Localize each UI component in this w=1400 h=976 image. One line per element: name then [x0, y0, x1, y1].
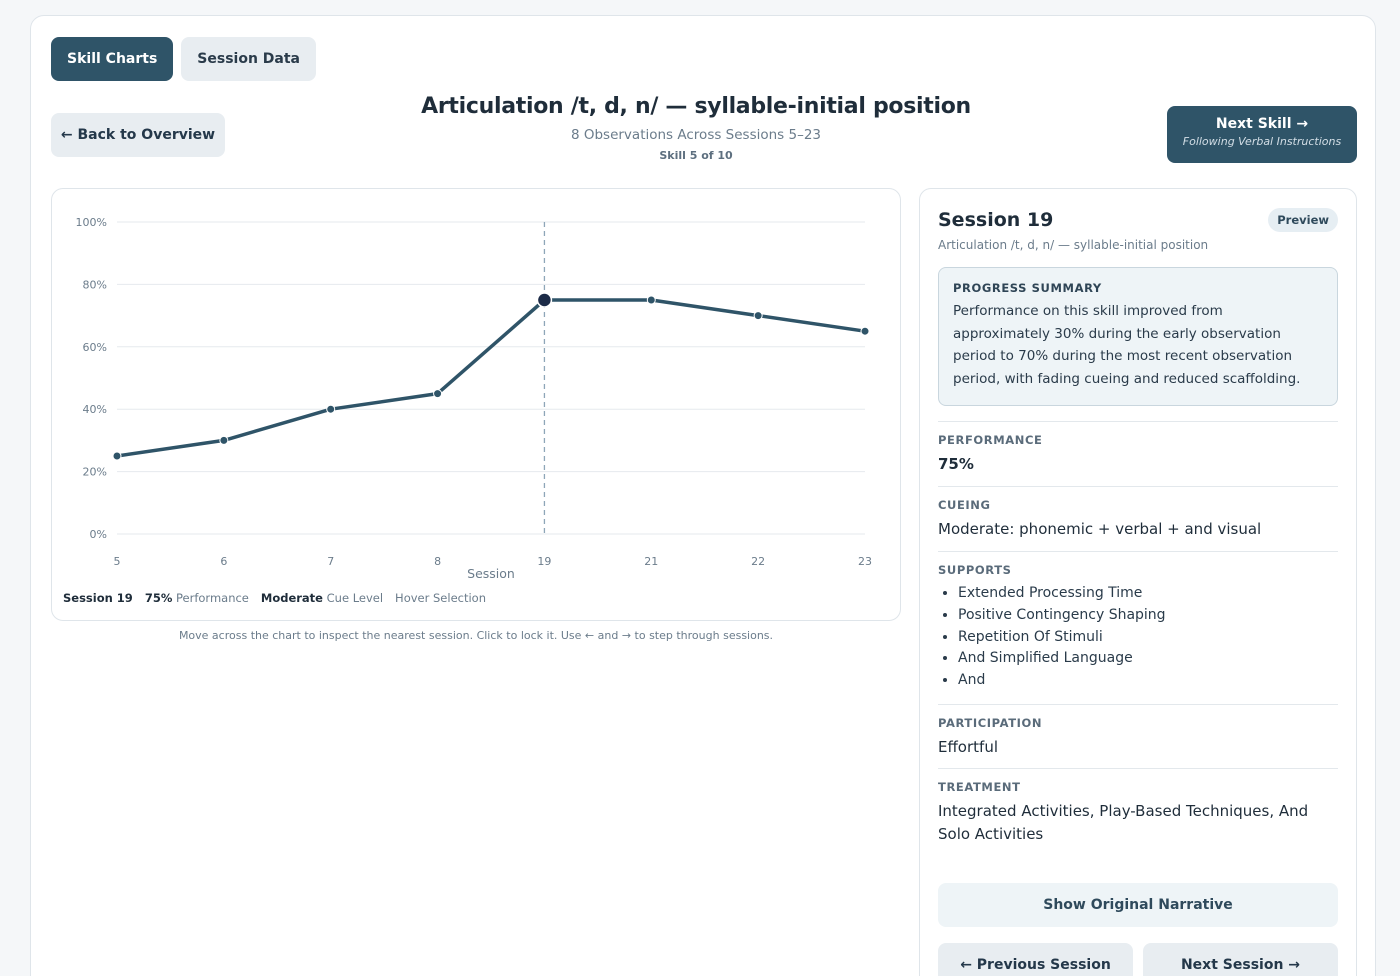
summary-text: Performance on this skill improved from …	[953, 303, 1301, 387]
y-tick-label: 40%	[83, 403, 107, 416]
participation-label: PARTICIPATION	[938, 716, 1043, 730]
data-point	[326, 404, 336, 414]
list-item: And Simplified Language	[958, 648, 1338, 670]
previous-session-button[interactable]: ← Previous Session	[938, 943, 1133, 976]
page-container: Skill Charts Session Data ← Back to Over…	[30, 15, 1376, 976]
legend-session: Session 19	[63, 591, 133, 605]
x-tick-label: 21	[644, 555, 658, 568]
y-tick-label: 0%	[90, 528, 107, 541]
y-tick-label: 100%	[76, 216, 107, 229]
list-item: And	[958, 670, 1338, 692]
page-title: Articulation /t, d, n/ — syllable-initia…	[421, 94, 971, 119]
next-skill-button[interactable]: Next Skill → Following Verbal Instructio…	[1167, 106, 1357, 163]
page-subtitle: 8 Observations Across Sessions 5–23	[570, 127, 822, 143]
supports-list: Extended Processing Time Positive Contin…	[938, 583, 1338, 692]
chart-hint: Move across the chart to inspect the nea…	[178, 629, 774, 642]
treatment-field: TREATMENT Integrated Activities, Play-Ba…	[938, 768, 1338, 846]
next-skill-name: Following Verbal Instructions	[1182, 135, 1342, 148]
participation-value: Effortful	[938, 738, 998, 756]
preview-badge: Preview	[1268, 208, 1338, 232]
performance-value: 75%	[938, 455, 974, 473]
skill-header: Articulation /t, d, n/ — syllable-initia…	[331, 94, 1061, 162]
list-item: Extended Processing Time	[958, 583, 1338, 605]
tab-skill-charts[interactable]: Skill Charts	[51, 37, 174, 81]
data-point	[753, 311, 763, 321]
x-tick-label: 7	[327, 555, 334, 568]
x-axis-label: Session	[467, 566, 515, 581]
x-tick-label: 6	[220, 555, 227, 568]
y-tick-label: 80%	[83, 278, 107, 291]
cueing-label: CUEING	[938, 498, 991, 512]
chart-legend: Session 19 75% Performance Moderate Cue …	[63, 591, 486, 605]
tab-session-data[interactable]: Session Data	[181, 37, 317, 81]
performance-line-chart[interactable]: 0% 20% 40% 60% 80% 100% 5 6 7 8 19 21 22 23 Session	[52, 189, 902, 589]
next-skill-label: Next Skill →	[1215, 116, 1309, 132]
performance-field: PERFORMANCE 75%	[938, 421, 1338, 476]
supports-label: SUPPORTS	[938, 563, 1012, 577]
data-point	[219, 435, 229, 445]
list-item: Repetition Of Stimuli	[958, 627, 1338, 649]
session-detail-panel: Session 19 Preview Articulation /t, d, n…	[919, 188, 1357, 976]
participation-field: PARTICIPATION Effortful	[938, 704, 1338, 759]
next-session-button[interactable]: Next Session →	[1143, 943, 1338, 976]
x-tick-label: 5	[114, 555, 121, 568]
cueing-value: Moderate: phonemic + verbal + and visual	[938, 520, 1262, 538]
summary-heading: PROGRESS SUMMARY	[953, 281, 1102, 295]
skill-counter: Skill 5 of 10	[659, 149, 733, 162]
y-tick-label: 20%	[83, 466, 107, 479]
y-tick-label: 60%	[83, 341, 107, 354]
show-original-narrative-button[interactable]: Show Original Narrative	[938, 883, 1338, 927]
treatment-label: TREATMENT	[938, 780, 1021, 794]
x-tick-label: 23	[858, 555, 872, 568]
legend-performance: 75% Performance	[144, 591, 249, 605]
session-title: Session 19	[938, 209, 1054, 231]
session-skill-name: Articulation /t, d, n/ — syllable-initia…	[938, 238, 1209, 252]
legend-mode: Hover Selection	[395, 591, 486, 605]
selected-data-point	[536, 292, 553, 308]
view-tabs: Skill Charts Session Data	[51, 37, 317, 81]
x-tick-label: 19	[537, 555, 551, 568]
data-point	[860, 326, 870, 336]
cueing-field: CUEING Moderate: phonemic + verbal + and…	[938, 486, 1338, 541]
data-point	[112, 451, 122, 461]
data-point	[433, 389, 443, 399]
supports-field: SUPPORTS Extended Processing Time Positi…	[938, 551, 1338, 692]
list-item: Positive Contingency Shaping	[958, 605, 1338, 627]
performance-label: PERFORMANCE	[938, 433, 1043, 447]
progress-summary: PROGRESS SUMMARY Performance on this ski…	[938, 267, 1338, 406]
x-tick-label: 8	[434, 555, 441, 568]
chart-card: 0% 20% 40% 60% 80% 100% 5 6 7 8 19 21 22 23 Session Se…	[51, 188, 901, 621]
x-tick-label: 22	[751, 555, 765, 568]
legend-cue-level: Moderate Cue Level	[260, 591, 384, 605]
data-point	[646, 295, 656, 305]
back-to-overview-button[interactable]: ← Back to Overview	[51, 113, 225, 157]
series-line	[115, 298, 867, 458]
treatment-value: Integrated Activities, Play-Based Techni…	[938, 802, 1309, 843]
